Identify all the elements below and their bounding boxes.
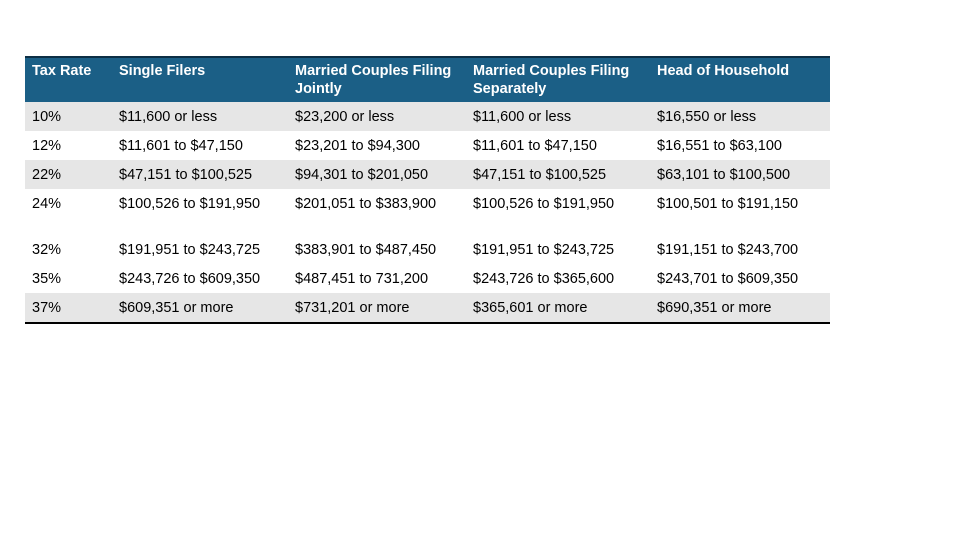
table-cell: $11,600 or less [466,102,650,131]
table-row: 12% $11,601 to $47,150 $23,201 to $94,30… [25,131,830,160]
column-header-tax-rate: Tax Rate [32,63,92,79]
table-cell: $63,101 to $100,500 [650,160,830,189]
table-row: 35% $243,726 to $609,350 $487,451 to 731… [25,264,830,293]
table-cell: $487,451 to 731,200 [295,270,429,287]
table-row: 22% $47,151 to $100,525 $94,301 to $201,… [25,160,830,189]
table-cell: $11,600 or less [112,102,288,131]
table-cell-rate: 24% [32,195,62,212]
table-cell-rate: 37% [25,293,112,324]
table-cell: $690,351 or more [650,293,830,324]
table-cell-rate: 22% [25,160,112,189]
table-row: 37% $609,351 or more $731,201 or more $3… [25,293,830,324]
column-header-head-of-household: Head of Household [657,63,790,79]
table-row: 32% $191,951 to $243,725 $383,901 to $48… [25,235,830,264]
table-cell: $243,701 to $609,350 [657,270,799,287]
table-cell-rate: 10% [25,102,112,131]
table-cell-rate: 35% [32,270,62,287]
column-header-married-jointly: Married Couples Filing Jointly [295,63,452,97]
table-cell: $11,601 to $47,150 [119,137,243,154]
table-cell: $100,526 to $191,950 [473,195,615,212]
table-header-row: Tax Rate Single Filers Married Couples F… [25,57,830,102]
table-cell: $16,550 or less [650,102,830,131]
tax-bracket-table: Tax Rate Single Filers Married Couples F… [25,56,830,324]
tax-bracket-table-container: Tax Rate Single Filers Married Couples F… [25,56,830,324]
table-cell: $383,901 to $487,450 [295,241,437,258]
table-cell: $47,151 to $100,525 [112,160,288,189]
table-cell: $201,051 to $383,900 [295,195,437,212]
table-cell: $243,726 to $609,350 [119,270,261,287]
table-cell: $365,601 or more [466,293,650,324]
table-cell: $94,301 to $201,050 [288,160,466,189]
table-cell: $16,551 to $63,100 [657,137,782,154]
table-spacer-row [25,218,830,235]
table-cell: $47,151 to $100,525 [466,160,650,189]
column-header-married-separately: Married Couples Filing Separately [473,63,630,97]
table-cell: $23,201 to $94,300 [295,137,420,154]
table-row: 10% $11,600 or less $23,200 or less $11,… [25,102,830,131]
table-row: 24% $100,526 to $191,950 $201,051 to $38… [25,189,830,218]
table-cell: $23,200 or less [288,102,466,131]
table-cell: $243,726 to $365,600 [473,270,615,287]
table-cell: $731,201 or more [288,293,466,324]
table-cell: $11,601 to $47,150 [473,137,597,154]
column-header-single-filers: Single Filers [119,63,206,79]
table-cell: $191,951 to $243,725 [119,241,261,258]
table-cell: $100,501 to $191,150 [657,195,799,212]
table-cell: $100,526 to $191,950 [119,195,261,212]
table-spacer-cell [25,218,830,235]
table-cell-rate: 32% [32,241,62,258]
table-cell: $191,951 to $243,725 [473,241,615,258]
table-cell: $191,151 to $243,700 [657,241,799,258]
table-cell: $609,351 or more [112,293,288,324]
table-cell-rate: 12% [32,137,62,154]
